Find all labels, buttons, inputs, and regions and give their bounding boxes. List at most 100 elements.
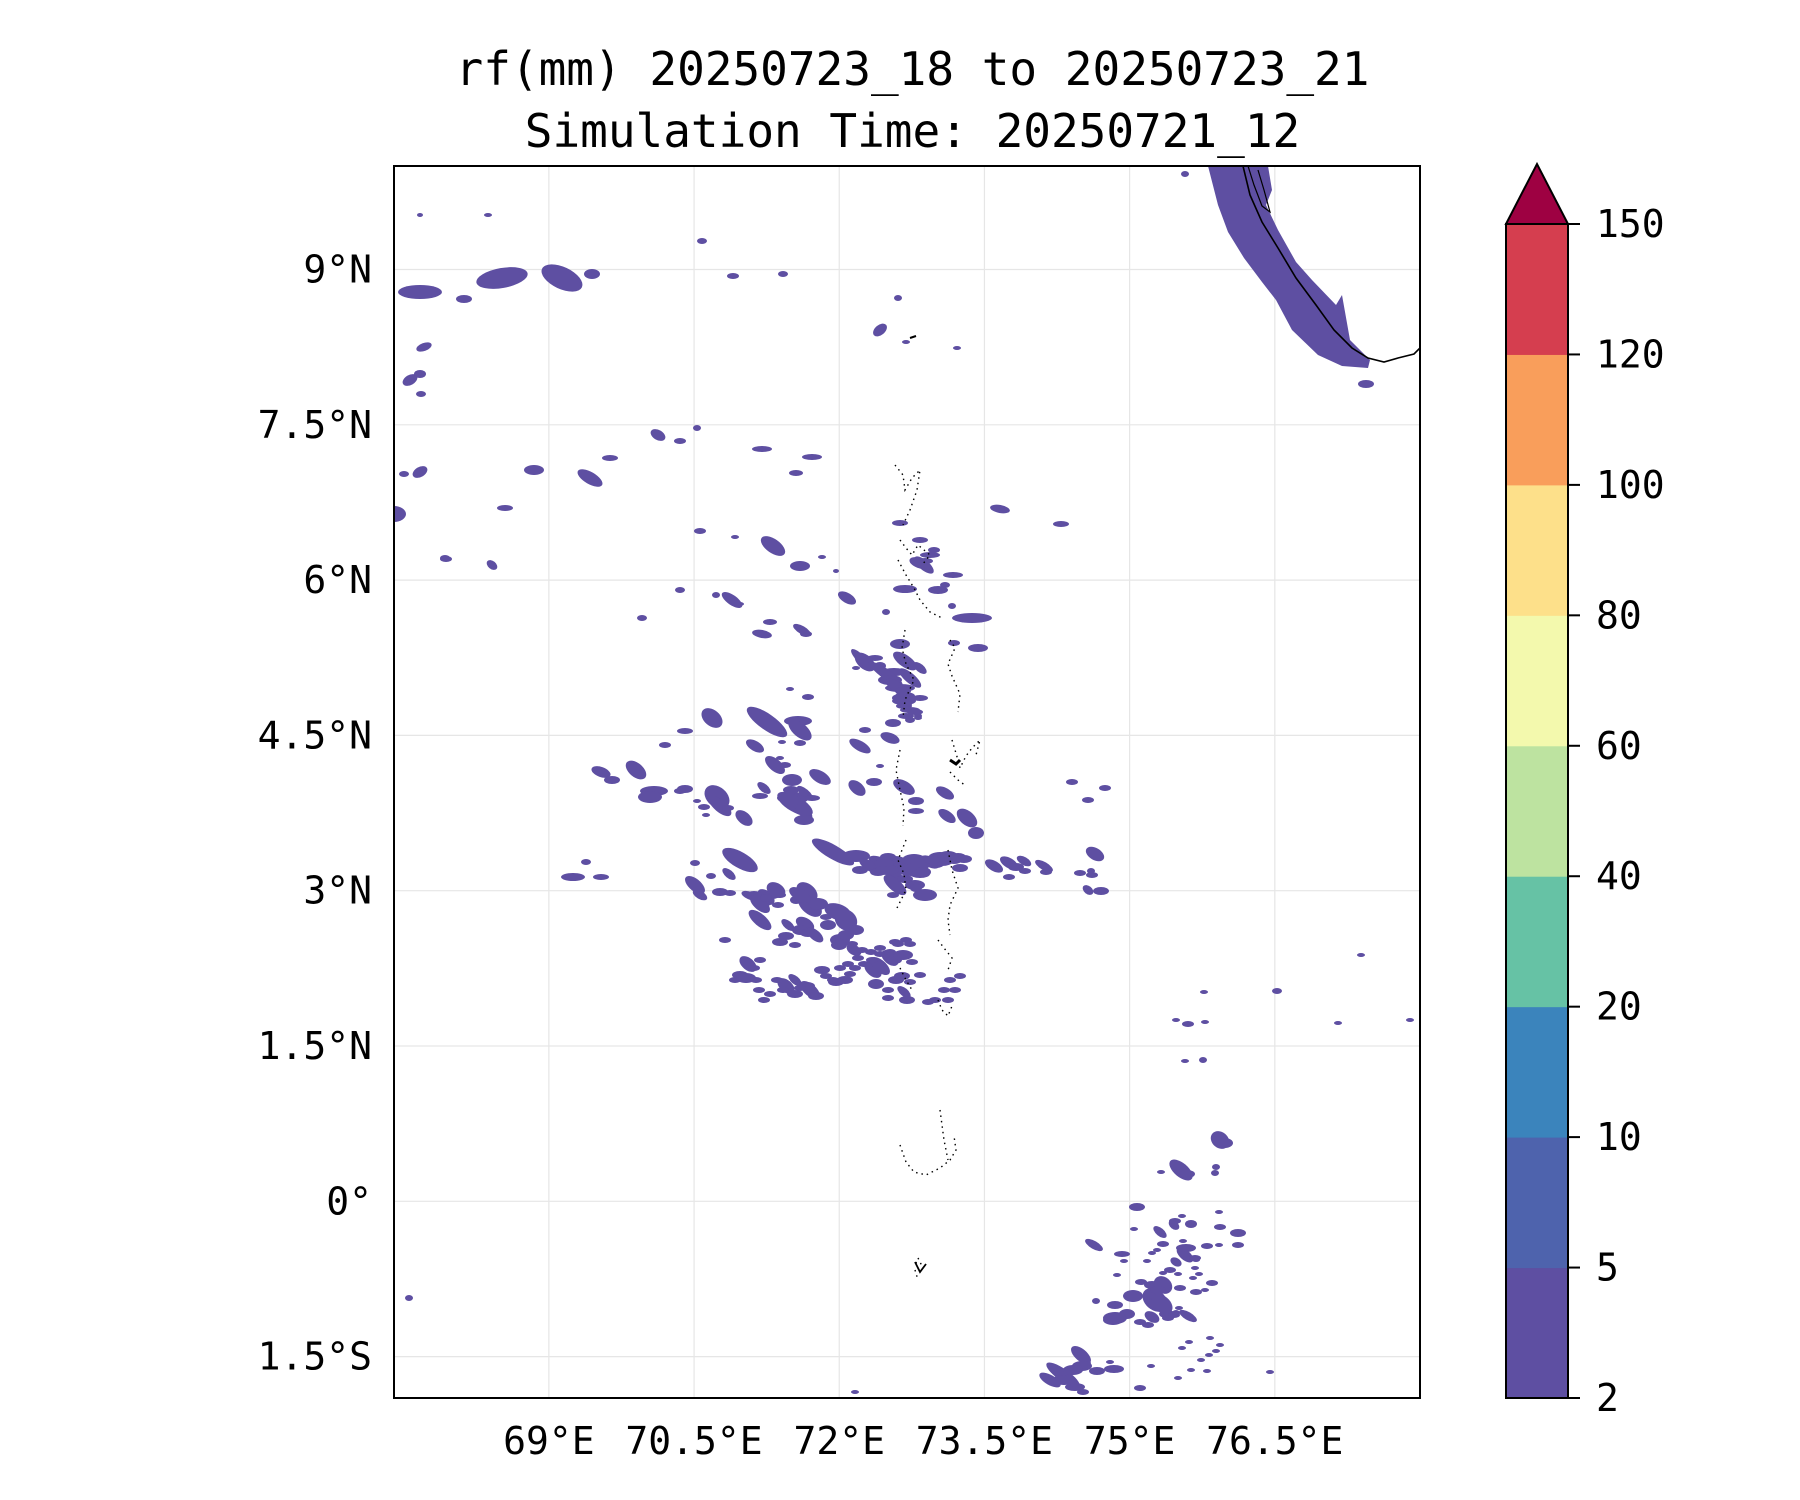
rain-blob [1200, 990, 1208, 994]
rain-blob [914, 556, 934, 574]
rain-blob [1206, 1336, 1214, 1340]
rain-blob [800, 631, 812, 637]
rain-blob [827, 977, 839, 983]
rain-blob [788, 719, 812, 741]
rain-blob [1162, 1315, 1174, 1321]
rain-blob [1174, 1376, 1182, 1380]
rain-blob [949, 987, 961, 993]
rain-blob [920, 552, 940, 558]
rain-blob [846, 941, 858, 947]
rain-blob [1201, 1243, 1213, 1249]
rain-blob [1142, 1322, 1154, 1328]
rain-blob [806, 927, 824, 943]
rain-blob [1085, 846, 1105, 862]
rain-blob [849, 738, 871, 754]
rain-blob [763, 619, 777, 625]
rain-blob [765, 756, 785, 774]
rain-blob [484, 213, 492, 217]
island-outline [909, 335, 917, 339]
colorbar-tick-label: 2 [1596, 1376, 1619, 1420]
coastline-india [1242, 166, 1420, 363]
rain-blob [914, 972, 926, 978]
rain-blob [748, 909, 772, 931]
rain-blob [794, 815, 814, 825]
rain-blob [851, 649, 869, 667]
rain-blob [1176, 1244, 1196, 1252]
rain-blob [882, 995, 894, 1001]
rain-blob [874, 945, 886, 951]
rain-blob [1230, 1229, 1246, 1237]
rain-blob [1179, 1309, 1197, 1323]
rain-blob [399, 471, 409, 477]
colorbar-frame [1505, 223, 1569, 1399]
colorbar-extend-arrow [1504, 161, 1570, 225]
rain-blob [1052, 1375, 1076, 1385]
rain-blob [694, 528, 706, 534]
rain-blob [904, 979, 916, 985]
rain-blob [416, 391, 426, 397]
rain-blob [956, 855, 972, 863]
rain-blob [1201, 1020, 1209, 1024]
rain-blob [698, 804, 710, 810]
rain-blob [1179, 1170, 1195, 1178]
rain-blob [1019, 868, 1031, 874]
rain-blob [938, 987, 950, 993]
rain-blob [928, 547, 940, 553]
rain-blob [1187, 1368, 1195, 1372]
rain-blob [893, 950, 913, 960]
colorbar-tick-label: 100 [1596, 463, 1665, 507]
rain-blob [865, 949, 877, 955]
rain-blob [722, 805, 734, 811]
rain-blob [1157, 1241, 1169, 1247]
atoll-outline [914, 1261, 927, 1274]
rain-blob [968, 827, 984, 839]
rain-blob [766, 882, 786, 898]
rain-blob [1113, 1273, 1121, 1277]
rain-blob [1189, 1255, 1201, 1261]
rain-blob [602, 455, 618, 461]
rain-blob [1212, 1349, 1220, 1353]
title-line-2: Simulation Time: 20250721_12 [524, 104, 1301, 158]
rain-blob [887, 892, 899, 898]
colorbar-segment [1506, 224, 1568, 355]
colorbar-tick-label: 60 [1596, 724, 1642, 768]
rain-blob [1092, 1298, 1100, 1304]
rain-blob [1129, 1203, 1145, 1211]
rain-blob [1040, 869, 1052, 875]
rain-blob [1148, 1251, 1156, 1255]
rain-blob [1191, 1266, 1199, 1270]
rain-blob [1150, 1286, 1166, 1294]
rain-blob [1151, 1294, 1173, 1314]
rain-blob [486, 560, 498, 570]
rain-blob [1089, 1367, 1105, 1375]
rain-blob [1035, 859, 1053, 873]
rain-blob [794, 740, 806, 746]
rainfall-areas [394, 166, 1414, 1395]
rain-blob [750, 895, 770, 913]
rain-blob [895, 687, 911, 695]
rain-blob [802, 454, 822, 460]
rain-blob [1174, 1285, 1186, 1291]
rain-blob [868, 979, 884, 989]
atoll-outline [949, 758, 962, 766]
rain-blob [789, 887, 811, 903]
rain-blob [948, 603, 956, 609]
rain-blob [1215, 1210, 1223, 1214]
rain-blob [753, 987, 765, 993]
rain-blob [834, 965, 846, 971]
rain-blob [772, 938, 788, 946]
rain-blob [750, 977, 762, 983]
rain-blob [1216, 1343, 1224, 1347]
x-tick-label: 76.5°E [1206, 1419, 1343, 1463]
rain-blob [893, 585, 917, 593]
rain-blob [954, 973, 966, 979]
title-line-1: rf(mm) 20250723_18 to 20250723_21 [455, 42, 1370, 96]
rain-blob [731, 535, 739, 539]
x-tick-label: 75°E [1084, 1419, 1176, 1463]
rain-blob [1147, 1364, 1155, 1368]
rain-blob [849, 965, 861, 971]
rain-blob [893, 651, 917, 671]
colorbar: 2 5 10 20 40 60 80 100 120 150 [1504, 161, 1665, 1420]
rain-blob [541, 264, 583, 292]
rain-blob [875, 865, 899, 875]
